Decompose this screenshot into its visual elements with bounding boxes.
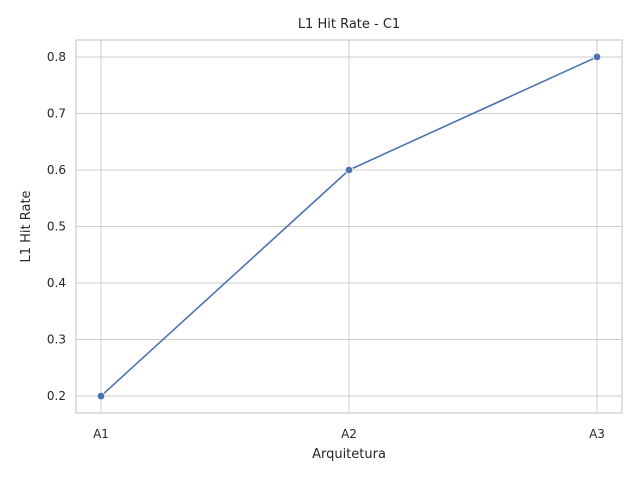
- x-tick-label: A3: [589, 427, 605, 441]
- data-point-marker: [592, 52, 602, 62]
- plot-frame: [75, 39, 623, 414]
- x-axis-label: Arquitetura: [312, 447, 386, 462]
- y-tick-label: 0.2: [47, 389, 66, 403]
- series-layer: [96, 52, 602, 401]
- x-tick-label: A1: [93, 427, 109, 441]
- y-axis-label: L1 Hit Rate: [19, 190, 34, 262]
- x-tick-label: A2: [341, 427, 357, 441]
- y-tick-labels: 0.2 0.3 0.4 0.5 0.6 0.7 0.8: [47, 50, 66, 403]
- y-tick-label: 0.7: [47, 106, 66, 120]
- data-point-marker: [96, 391, 106, 401]
- y-tick-label: 0.6: [47, 163, 66, 177]
- x-tick-labels: A1 A2 A3: [93, 427, 605, 441]
- y-tick-label: 0.4: [47, 276, 66, 290]
- y-tick-label: 0.8: [47, 50, 66, 64]
- data-point-marker: [344, 165, 354, 175]
- y-tick-label: 0.5: [47, 220, 66, 234]
- chart-title: L1 Hit Rate - C1: [298, 17, 400, 32]
- grid-layer: [76, 40, 622, 413]
- y-tick-label: 0.3: [47, 333, 66, 347]
